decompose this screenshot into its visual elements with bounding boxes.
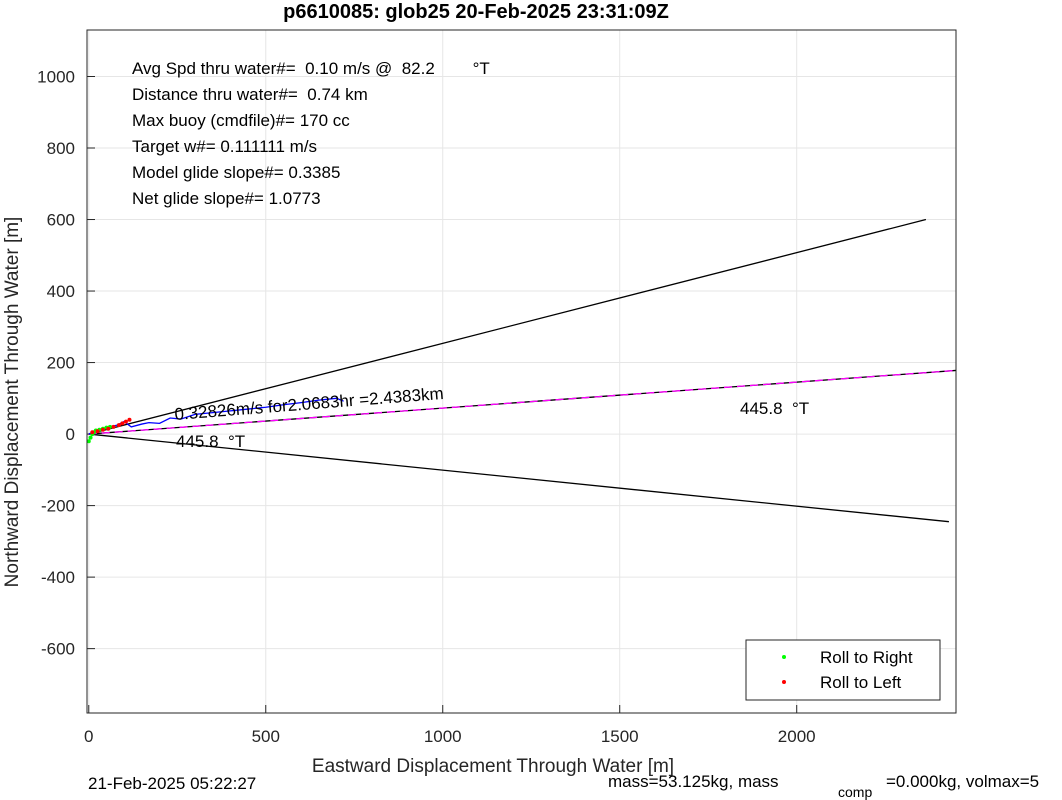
point xyxy=(127,417,132,422)
y-tick-label: -600 xyxy=(41,640,75,659)
legend-marker xyxy=(782,655,786,659)
series-line xyxy=(88,369,956,435)
annotation: Model glide slope#= 0.3385 xyxy=(132,163,340,182)
x-tick-label: 2000 xyxy=(778,727,816,746)
y-tick-label: 200 xyxy=(47,354,75,373)
footer-text: comp xyxy=(838,784,872,800)
y-tick-label: 800 xyxy=(47,139,75,158)
legend-label: Roll to Left xyxy=(820,673,902,692)
annotation: Distance thru water#= 0.74 km xyxy=(132,85,368,104)
point xyxy=(87,439,91,444)
x-axis-label: Eastward Displacement Through Water [m] xyxy=(312,756,674,777)
y-axis-label: Northward Displacement Through Water [m] xyxy=(2,217,23,588)
annotation: Net glide slope#= 1.0773 xyxy=(132,189,321,208)
annotation: 445.8 °T xyxy=(176,432,245,451)
footer-text: mass=53.125kg, mass xyxy=(608,772,779,791)
y-tick-label: -400 xyxy=(41,568,75,587)
y-tick-label: 600 xyxy=(47,211,75,230)
legend-label: Roll to Right xyxy=(820,648,913,667)
point xyxy=(90,430,95,435)
annotation: 445.8 °T xyxy=(740,399,809,418)
legend-box xyxy=(745,639,941,701)
plot-area xyxy=(87,30,956,713)
x-tick-label: 0 xyxy=(84,727,93,746)
point xyxy=(111,424,116,429)
annotation: Max buoy (cmdfile)#= 170 cc xyxy=(132,111,350,130)
footer-text: =0.000kg, volmax=5 xyxy=(886,772,1039,791)
series-line xyxy=(88,218,927,435)
y-tick-label: 0 xyxy=(66,425,75,444)
plot-layer xyxy=(87,218,956,523)
axes-box xyxy=(86,29,957,714)
x-tick-label: 1500 xyxy=(601,727,639,746)
annotation: Target w#= 0.111111 m/s xyxy=(132,137,317,156)
footer-text: 21-Feb-2025 05:22:27 xyxy=(88,774,256,793)
x-tick-label: 500 xyxy=(252,727,280,746)
x-tick-label: 1000 xyxy=(424,727,462,746)
point xyxy=(123,419,128,424)
point xyxy=(116,423,121,428)
y-tick-label: 1000 xyxy=(37,67,75,86)
point xyxy=(95,429,100,434)
y-tick-label: 400 xyxy=(47,282,75,301)
chart-title: p6610085: glob25 20-Feb-2025 23:31:09Z xyxy=(283,1,669,23)
annotation: Avg Spd thru water#= 0.10 m/s @ 82.2 °T xyxy=(132,59,490,78)
point xyxy=(100,427,105,432)
point xyxy=(88,435,93,440)
series-line xyxy=(88,433,949,523)
point xyxy=(120,421,125,426)
y-tick-label: -200 xyxy=(41,497,75,516)
point xyxy=(106,426,111,431)
legend-marker xyxy=(782,680,786,684)
